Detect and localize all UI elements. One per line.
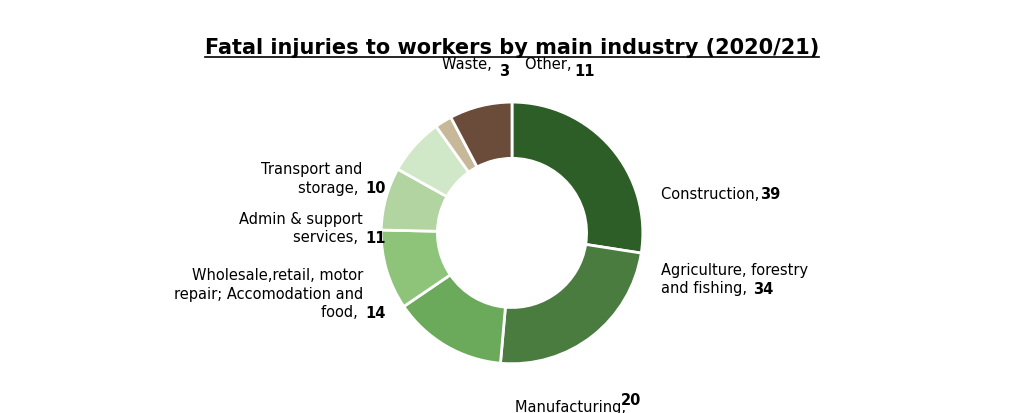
Text: 14: 14 <box>366 305 386 320</box>
Title: Fatal injuries to workers by main industry (2020/21): Fatal injuries to workers by main indust… <box>205 38 819 57</box>
Text: Waste,: Waste, <box>442 57 497 71</box>
Wedge shape <box>381 230 451 307</box>
Text: 11: 11 <box>574 64 595 79</box>
Wedge shape <box>397 127 469 197</box>
Text: 3: 3 <box>499 64 509 79</box>
Text: Agriculture, forestry
and fishing,: Agriculture, forestry and fishing, <box>662 262 808 296</box>
Text: Wholesale,retail, motor
repair; Accomodation and
food,: Wholesale,retail, motor repair; Accomoda… <box>174 267 362 319</box>
Text: 11: 11 <box>366 230 386 245</box>
Text: 39: 39 <box>760 187 780 202</box>
Text: 10: 10 <box>366 180 386 195</box>
Wedge shape <box>381 170 446 232</box>
Text: Other,: Other, <box>525 57 577 71</box>
Wedge shape <box>512 103 643 254</box>
Text: Construction,: Construction, <box>662 187 764 202</box>
Wedge shape <box>451 103 512 168</box>
Text: Manufacturing,: Manufacturing, <box>515 399 630 413</box>
Text: 34: 34 <box>753 281 773 296</box>
Wedge shape <box>501 245 641 364</box>
Wedge shape <box>436 118 477 173</box>
Text: 20: 20 <box>621 392 641 406</box>
Text: Transport and
storage,: Transport and storage, <box>261 162 362 195</box>
Wedge shape <box>403 275 506 363</box>
Text: Admin & support
services,: Admin & support services, <box>240 211 362 245</box>
